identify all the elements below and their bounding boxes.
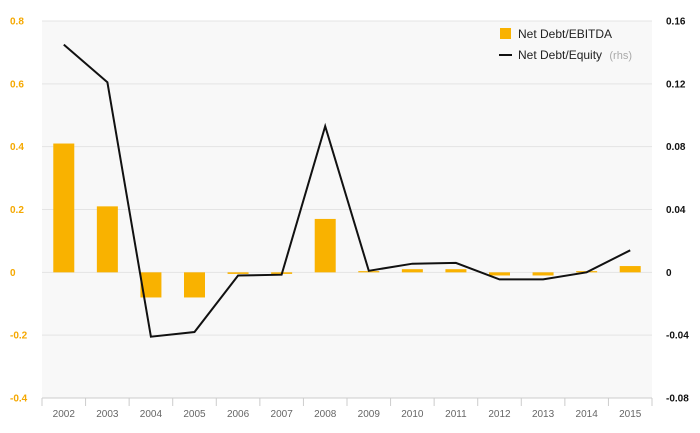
left-tick-label: 0.4 [10,142,24,153]
right-tick-label: -0.08 [666,394,689,405]
legend-label-ebitda: Net Debt/EBITDA [518,27,612,41]
x-tick-label: 2010 [401,409,424,420]
x-tick-label: 2006 [227,409,250,420]
legend-label-equity-text: Net Debt/Equity [518,48,602,62]
x-tick-label: 2004 [140,409,163,420]
bar-2006 [227,272,249,274]
left-axis-ticks: -0.4 -0.2 0 0.2 0.4 0.6 0.8 [10,17,28,405]
right-tick-label: 0.12 [666,79,686,90]
x-tick-label: 2014 [576,409,599,420]
left-tick-label: -0.4 [10,394,28,405]
right-tick-label: 0 [666,268,672,279]
right-axis-ticks: -0.08 -0.04 0 0.04 0.08 0.12 0.16 [666,17,689,405]
bar-2015 [619,266,641,273]
x-tick-label: 2013 [532,409,555,420]
equity-line [63,43,631,338]
bar-2010 [401,269,423,273]
legend-label-rhs: (rhs) [609,50,632,62]
x-axis-ticks: 2002 2003 2004 2005 2006 2007 2008 2009 2010 2011… [53,409,642,420]
bar-2002 [53,143,75,273]
legend-swatch-bar [500,28,511,39]
right-tick-label: -0.04 [666,331,689,342]
right-tick-label: 0.08 [666,142,686,153]
x-tick-label: 2005 [183,409,206,420]
x-tick-label: 2011 [445,409,467,420]
left-tick-label: -0.2 [10,331,28,342]
bar-2004 [140,272,162,298]
right-tick-label: 0.04 [666,205,686,216]
x-tick-label: 2008 [314,409,337,420]
x-tick-label: 2015 [619,409,642,420]
left-tick-label: 0.6 [10,79,24,90]
x-tick-label: 2007 [271,409,294,420]
x-tick-label: 2012 [488,409,511,420]
bar-2012 [489,272,510,276]
bar-2008 [314,218,336,273]
left-tick-label: 0.2 [10,205,24,216]
x-tick-label: 2009 [358,409,381,420]
bar-2013 [532,272,554,276]
equity-line-path [63,43,631,338]
ebitda-bars [53,143,641,298]
x-tick-label: 2002 [53,409,76,420]
legend-label-equity: Net Debt/Equity (rhs) [518,48,632,62]
legend: Net Debt/EBITDA Net Debt/Equity (rhs) [499,27,632,62]
right-tick-label: 0.16 [666,17,686,28]
left-tick-label: 0 [10,268,16,279]
bar-2003 [96,206,118,273]
x-tick-label: 2003 [96,409,119,420]
left-tick-label: 0.8 [10,17,24,28]
bar-2005 [184,272,205,298]
bar-2011 [445,269,467,273]
